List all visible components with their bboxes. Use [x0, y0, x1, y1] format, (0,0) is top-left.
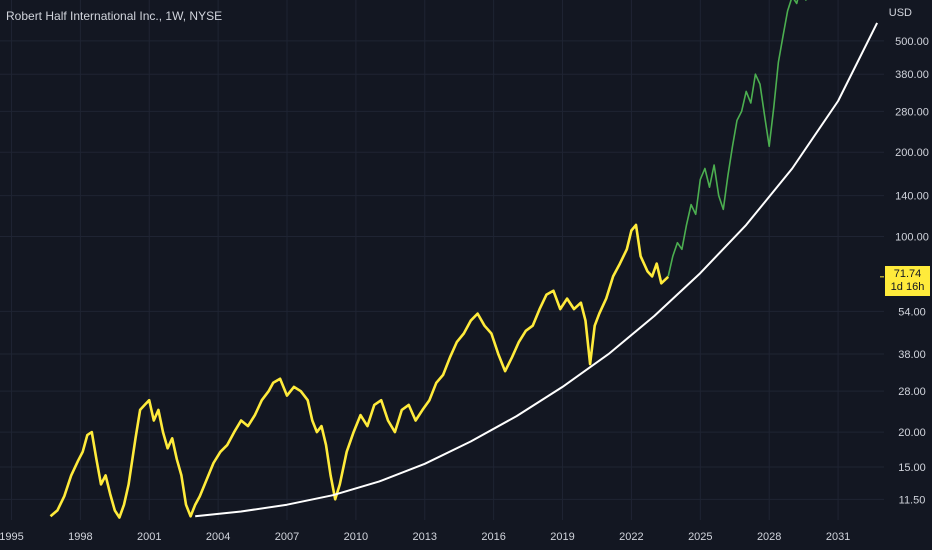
x-tick-label: 2031: [826, 531, 850, 543]
y-tick-label: 38.00: [898, 349, 926, 361]
x-tick-label: 2010: [344, 531, 368, 543]
y-tick-label: 100.00: [895, 231, 929, 243]
x-axis: 1995 1998 2001 2004 2007 2010 2013 2016 2019 2022…: [0, 531, 850, 543]
series-line-history: [49, 223, 670, 519]
y-tick-label: 54.00: [898, 306, 926, 318]
bar-countdown: 1d 16h: [890, 281, 925, 293]
x-tick-label: 2001: [137, 531, 161, 543]
y-tick-label: 140.00: [895, 191, 929, 203]
grid-lines: [0, 0, 884, 520]
last-price-tag: 71.74 1d 16h: [885, 266, 930, 296]
last-price-value: 71.74: [893, 268, 922, 280]
x-tick-label: 2022: [619, 531, 643, 543]
x-tick-label: 1998: [68, 531, 92, 543]
x-tick-label: 2016: [481, 531, 505, 543]
y-tick-label: 20.00: [898, 427, 926, 439]
y-tick-label: 200.00: [895, 147, 929, 159]
y-tick-label: 500.00: [895, 36, 929, 48]
series-lines: [49, 0, 884, 519]
series-line-projection: [667, 0, 807, 277]
y-axis: 500.00 380.00 280.00 200.00 140.00 100.00 54.0…: [895, 36, 929, 506]
y-tick-label: 380.00: [895, 69, 929, 81]
series-line-curve: [195, 22, 878, 518]
y-tick-label: 28.00: [898, 386, 926, 398]
x-tick-label: 2013: [413, 531, 437, 543]
x-tick-label: 2007: [275, 531, 299, 543]
y-tick-label: 280.00: [895, 106, 929, 118]
x-tick-label: 2028: [757, 531, 781, 543]
x-tick-label: 2025: [688, 531, 712, 543]
x-tick-label: 2004: [206, 531, 230, 543]
x-tick-label: 2019: [550, 531, 574, 543]
y-tick-label: 15.00: [898, 462, 926, 474]
currency-label[interactable]: USD: [888, 7, 912, 19]
y-tick-label: 11.50: [899, 494, 926, 506]
symbol-title: Robert Half International Inc., 1W, NYSE: [6, 9, 223, 23]
x-tick-label: 1995: [0, 531, 24, 543]
